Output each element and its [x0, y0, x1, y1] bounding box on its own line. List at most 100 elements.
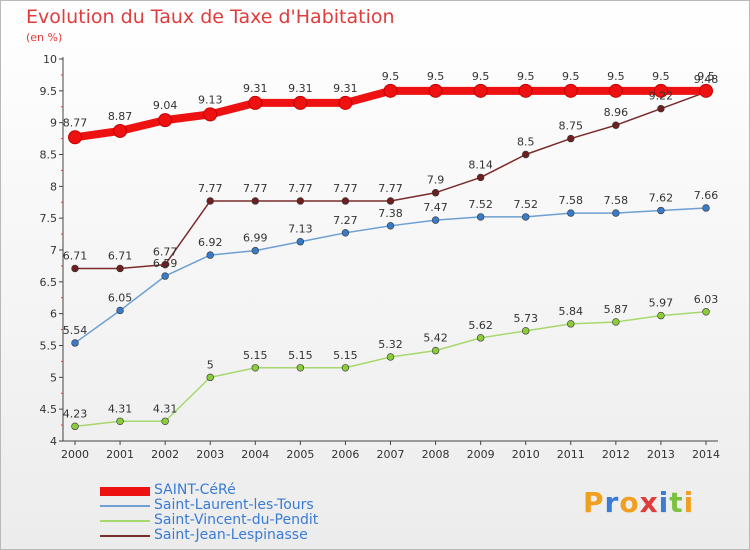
- logo-letter: x: [639, 486, 659, 519]
- data-label: 9.5: [607, 70, 625, 83]
- series-point: [203, 107, 218, 122]
- series-point: [113, 123, 128, 138]
- legend-swatch: [100, 486, 150, 496]
- logo-letter: r: [604, 486, 620, 519]
- data-label: 5.15: [243, 349, 268, 362]
- logo-letter: i: [658, 486, 670, 519]
- series-point: [702, 204, 710, 212]
- page-subtitle: (en %): [26, 31, 63, 44]
- data-label: 9.22: [649, 90, 674, 103]
- data-label: 8.14: [468, 158, 493, 171]
- x-tick-label: 2012: [602, 448, 630, 461]
- series-point: [338, 95, 353, 110]
- logo-letter: i: [683, 486, 695, 519]
- series-point: [161, 272, 169, 280]
- data-label: 7.62: [649, 192, 674, 205]
- y-tick-label: 4: [50, 435, 57, 448]
- y-tick-label: 7: [50, 244, 57, 257]
- data-label: 7.52: [513, 198, 538, 211]
- data-label: 9.48: [694, 73, 719, 86]
- data-label: 6.05: [108, 291, 133, 304]
- legend-label: Saint-Laurent-les-Tours: [154, 497, 314, 513]
- series-point: [431, 216, 440, 224]
- series-point: [341, 197, 350, 205]
- x-tick-label: 2002: [151, 448, 179, 461]
- x-tick-label: 2013: [647, 448, 675, 461]
- y-tick-label: 10: [43, 53, 57, 66]
- series-point: [657, 206, 665, 215]
- data-label: 9.31: [333, 82, 358, 95]
- data-label: 7.77: [198, 182, 223, 195]
- series-point: [567, 209, 575, 217]
- series-point: [68, 130, 82, 145]
- series-point: [522, 327, 530, 335]
- data-label: 9.5: [427, 70, 445, 83]
- series-point: [476, 213, 485, 221]
- data-label: 6.59: [153, 257, 178, 270]
- series-point: [386, 353, 395, 361]
- data-label: 9.04: [153, 99, 178, 112]
- logo-letter: t: [669, 486, 684, 519]
- x-tick-label: 2007: [377, 448, 405, 461]
- series-point: [476, 334, 485, 342]
- data-label: 7.77: [243, 182, 268, 195]
- series-point: [206, 197, 214, 205]
- data-label: 5.73: [513, 312, 538, 325]
- x-tick-label: 2011: [557, 448, 585, 461]
- series-point: [612, 209, 620, 217]
- series-point: [657, 104, 665, 113]
- logo-letter: o: [619, 486, 640, 519]
- y-tick-label: 8: [50, 180, 57, 193]
- series-point: [251, 364, 259, 372]
- legend-label: SAINT-CéRé: [154, 482, 236, 498]
- series-point: [612, 318, 620, 326]
- legend-label: Saint-Vincent-du-Pendit: [154, 512, 319, 528]
- data-label: 8.75: [559, 120, 584, 133]
- legend-label: Saint-Jean-Lespinasse: [154, 527, 308, 543]
- data-label: 9.5: [517, 70, 535, 83]
- series-point: [116, 417, 124, 425]
- data-label: 5.42: [423, 332, 448, 345]
- series-point: [71, 422, 79, 431]
- series-point: [428, 83, 443, 98]
- series-point: [518, 83, 533, 98]
- series-point: [116, 264, 124, 273]
- series-point: [341, 229, 350, 237]
- data-label: 5.32: [378, 338, 403, 351]
- data-label: 8.96: [604, 106, 629, 119]
- y-tick-label: 9: [50, 117, 57, 130]
- data-label: 5.84: [559, 305, 584, 318]
- data-label: 4.31: [108, 402, 133, 415]
- series-point: [296, 197, 305, 205]
- series-point: [71, 264, 79, 273]
- data-label: 6.99: [243, 232, 268, 245]
- data-label: 6.77: [153, 246, 178, 259]
- x-tick-label: 2004: [241, 448, 269, 461]
- data-label: 5.54: [63, 324, 88, 337]
- data-label: 4.23: [63, 407, 88, 420]
- series-point: [522, 150, 530, 159]
- y-tick-label: 4.5: [40, 403, 58, 416]
- data-label: 5.15: [333, 349, 358, 362]
- x-tick-label: 2000: [61, 448, 89, 461]
- y-tick-label: 5.5: [40, 340, 58, 353]
- logo-letter: P: [583, 486, 605, 519]
- x-tick-label: 2009: [467, 448, 495, 461]
- y-tick-label: 9.5: [40, 85, 58, 98]
- series-point: [293, 95, 308, 110]
- data-label: 9.5: [382, 70, 400, 83]
- series-point: [563, 83, 578, 98]
- series-point: [653, 83, 668, 98]
- x-tick-label: 2003: [196, 448, 224, 461]
- series-point: [296, 364, 305, 372]
- series-point: [251, 197, 259, 205]
- data-label: 4.31: [153, 402, 178, 415]
- series-point: [567, 320, 575, 328]
- data-label: 8.77: [63, 116, 88, 129]
- series-point: [473, 83, 488, 98]
- data-label: 8.87: [108, 110, 133, 123]
- series-point: [386, 197, 395, 205]
- data-label: 9.5: [472, 70, 490, 83]
- series-point: [386, 222, 395, 230]
